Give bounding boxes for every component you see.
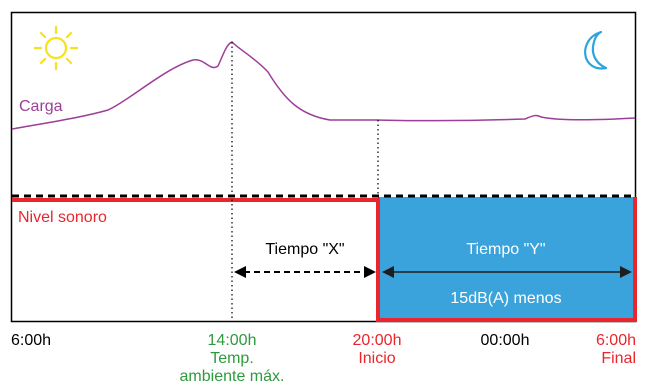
tick-label-14h: 14:00h xyxy=(208,332,257,349)
tick-note-start: Inicio xyxy=(358,350,395,367)
sun-icon xyxy=(35,27,77,69)
tick-label-20h: 20:00h xyxy=(353,332,402,349)
time-x-label: Tiempo "X" xyxy=(265,241,344,258)
reduction-label: 15dB(A) menos xyxy=(450,290,561,307)
tick-label-6h-end: 6:00h xyxy=(596,332,636,349)
time-y-label: Tiempo "Y" xyxy=(466,241,545,258)
tick-note-temp: Temp. xyxy=(210,350,254,367)
time-x-arrowhead-right xyxy=(364,266,376,278)
moon-icon xyxy=(585,32,606,69)
noise-level-label: Nivel sonoro xyxy=(18,209,107,226)
tick-label-00h: 00:00h xyxy=(481,332,530,349)
tick-note-end: Final xyxy=(601,350,636,367)
tick-label-6h-start: 6:00h xyxy=(11,332,51,349)
load-curve xyxy=(12,42,635,129)
tick-note-ambient: ambiente máx. xyxy=(180,368,285,385)
time-x-arrowhead-left xyxy=(234,266,246,278)
load-label: Carga xyxy=(19,98,63,115)
